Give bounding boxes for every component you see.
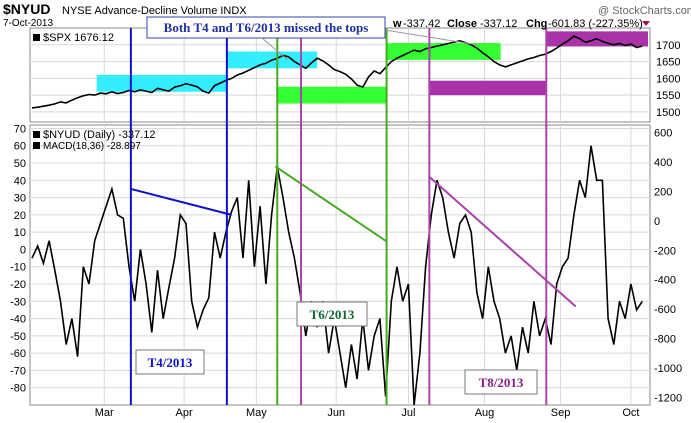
t4-label: T4/2013 [148, 355, 193, 370]
date: 7-Oct-2013 [3, 18, 53, 29]
month-label-may: May [246, 407, 267, 419]
right-y-tick--1000: -1000 [654, 363, 682, 375]
left-y-tick--20: -20 [10, 279, 26, 291]
left-y-tick--40: -40 [10, 314, 26, 326]
left-y-tick-70: 70 [14, 123, 26, 135]
left-y-tick-50: 50 [14, 158, 26, 170]
left-y-tick-10: 10 [14, 227, 26, 239]
right-y-tick--800: -800 [654, 334, 676, 346]
left-y-tick-30: 30 [14, 193, 26, 205]
right-y-tick--400: -400 [654, 275, 676, 287]
spx-legend-swatch [33, 34, 40, 41]
callout-pointer-2 [384, 29, 479, 46]
t6-callout-box [296, 301, 368, 327]
low-label: w [392, 18, 402, 30]
t4-callout-box [135, 349, 205, 375]
nyud-legend: $NYUD (Daily) -337.12 [43, 129, 155, 141]
chg-label: Chg [526, 18, 547, 30]
right-y-tick-600: 600 [654, 127, 672, 139]
month-label-oct: Oct [622, 407, 639, 419]
left-y-tick-20: 20 [14, 210, 26, 222]
trendline-1 [274, 165, 387, 242]
nyud-line [31, 145, 643, 406]
right-y-tick-200: 200 [654, 186, 672, 198]
box-4 [429, 80, 547, 96]
month-ticks: Mar Apr May Jun Jul Aug Sep Oct [95, 407, 640, 419]
close-value: -337.12 [480, 18, 517, 30]
left-y-tick-40: 40 [14, 175, 26, 187]
vertical-markers [129, 28, 548, 405]
box-0 [96, 75, 227, 92]
trendline-0 [130, 187, 232, 216]
left-y-ticks: 70 60 50 40 30 20 10 0 -10 -20 -30 -40 -50 -60 -70 -80 [10, 123, 26, 394]
macd-legend-swatch [33, 142, 40, 149]
spx-legend: $SPX 1676.12 [43, 32, 114, 44]
month-label-apr: Apr [176, 407, 193, 419]
down-arrow-icon [642, 21, 650, 26]
month-label-mar: Mar [95, 407, 114, 419]
box-2 [277, 86, 387, 104]
watermark: @ StockCharts.com [598, 5, 691, 17]
spx-price-line [31, 35, 643, 109]
trendline-2 [428, 176, 577, 308]
top-y-tick-1650: 1650 [656, 57, 680, 69]
symbol: $NYUD [3, 1, 50, 17]
month-label-jun: Jun [327, 407, 345, 419]
top-y-tick-1500: 1500 [656, 107, 680, 119]
right-y-tick--1200: -1200 [654, 393, 682, 405]
nyud-legend-swatch [33, 131, 40, 138]
top-y-ticks: 1500 1550 1600 1650 1700 [656, 40, 680, 119]
left-y-tick--80: -80 [10, 383, 26, 395]
t8-callout-box [464, 369, 538, 395]
right-y-tick-0: 0 [654, 216, 660, 228]
left-y-tick--60: -60 [10, 348, 26, 360]
top-y-tick-1700: 1700 [656, 40, 680, 52]
close-label: Close [447, 18, 477, 30]
right-y-tick-400: 400 [654, 157, 672, 169]
month-label-jul: Jul [401, 407, 415, 419]
t6-label: T6/2013 [310, 307, 355, 322]
left-y-tick--30: -30 [10, 296, 26, 308]
chg-value: -601.83 (-227.35%) [548, 18, 643, 30]
left-y-tick-0: 0 [20, 244, 26, 256]
callout-pointer-1 [261, 37, 289, 61]
t8-label: T8/2013 [479, 375, 524, 390]
box-3 [386, 43, 501, 60]
title-callout-box [146, 16, 386, 39]
macd-legend: MACD(18,36) -28.897 [43, 141, 141, 152]
left-y-tick--10: -10 [10, 262, 26, 274]
right-y-tick--200: -200 [654, 245, 676, 257]
top-y-tick-1600: 1600 [656, 73, 680, 85]
colored-boxes [96, 31, 648, 104]
left-y-tick-60: 60 [14, 141, 26, 153]
left-y-tick--70: -70 [10, 365, 26, 377]
month-label-aug: Aug [475, 407, 495, 419]
title-callout: Both T4 and T6/2013 missed the tops [164, 20, 369, 35]
right-y-ticks: 600 400 200 0 -200 -400 -600 -800 -1000 -1200 [654, 127, 682, 404]
top-y-tick-1550: 1550 [656, 90, 680, 102]
low-value: -337.42 [403, 18, 440, 30]
right-y-tick--600: -600 [654, 304, 676, 316]
index-name: NYSE Advance-Decline Volume INDX [62, 5, 247, 17]
left-y-tick--50: -50 [10, 331, 26, 343]
month-label-sep: Sep [551, 407, 571, 419]
trendlines [130, 165, 577, 308]
bottom-panel [29, 124, 651, 406]
